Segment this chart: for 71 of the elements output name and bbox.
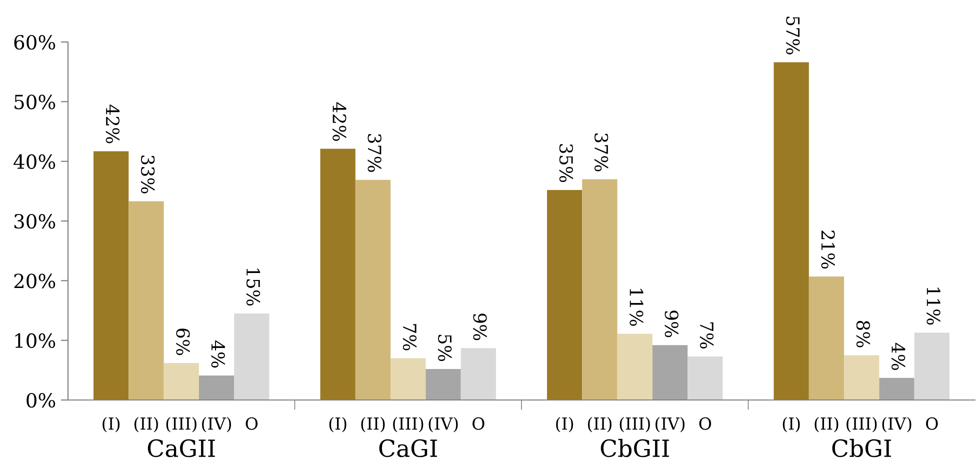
text: (II) [814, 416, 838, 432]
text: (IV) [882, 416, 912, 432]
text: (III) [393, 416, 424, 432]
data-label: 9% [664, 310, 678, 338]
data-label: 42% [106, 104, 120, 144]
data-label: 37% [368, 134, 382, 172]
bar [617, 334, 652, 400]
y-tick-label: 10% [15, 333, 56, 348]
bar [652, 345, 688, 400]
data-label: 9% [473, 314, 487, 340]
data-label: 7% [402, 324, 417, 350]
text: (I) [329, 416, 346, 432]
y-tick-label: 50% [14, 94, 56, 110]
data-label: 5% [438, 334, 452, 362]
bar [426, 368, 461, 400]
data-label: 35% [559, 144, 573, 182]
data-label: 4% [211, 340, 225, 368]
bar [128, 201, 164, 400]
series-label: (III) [166, 416, 196, 432]
bar [198, 376, 234, 400]
bar [320, 148, 356, 400]
bar [844, 355, 880, 400]
text: O [699, 417, 712, 430]
text: (III) [846, 416, 877, 432]
x-tick-label: CbGI [832, 438, 892, 458]
x-tick-label: CaGI [379, 439, 437, 458]
y-tick-label: 60% [14, 34, 56, 50]
x-tick-label: CaGII [148, 439, 215, 458]
data-label: 21% [821, 230, 835, 269]
data-label: 15% [246, 268, 260, 306]
x-tick-label: CbGII [600, 438, 669, 458]
text: O [472, 417, 484, 430]
bar [390, 358, 426, 400]
y-tick-label: 40% [14, 154, 56, 169]
bar [234, 313, 270, 400]
data-label: 7% [700, 322, 714, 349]
bar [164, 363, 199, 400]
bar [355, 180, 391, 400]
bar [774, 62, 809, 400]
text: (IV) [428, 416, 458, 432]
text: O [926, 417, 938, 430]
data-label: 33% [140, 156, 155, 194]
bar [879, 378, 914, 400]
text: (I) [556, 416, 574, 432]
data-label: 57% [786, 16, 800, 54]
data-label: 37% [594, 134, 608, 172]
text: (I) [782, 416, 800, 432]
bar [808, 276, 844, 400]
text: (II) [588, 416, 612, 432]
data-label: 42% [332, 102, 346, 141]
series-label: (I) [102, 416, 120, 432]
data-label: 4% [892, 342, 906, 370]
text: (III) [620, 416, 650, 432]
data-label: 8% [856, 320, 870, 348]
series-label: (IV) [202, 416, 232, 432]
series-label: O [246, 417, 258, 430]
bar [914, 332, 950, 400]
y-tick-label: 30% [14, 214, 56, 229]
y-tick-label: 0% [26, 392, 56, 408]
data-label: 11% [630, 288, 644, 326]
bar [582, 179, 618, 400]
bar [547, 190, 582, 400]
data-label: 6% [176, 328, 190, 356]
bar [688, 356, 723, 400]
bar [94, 151, 129, 400]
series-label: (II) [134, 416, 158, 432]
text: (II) [361, 416, 385, 432]
data-label: 11% [926, 288, 940, 325]
y-tick-label: 20% [14, 274, 56, 288]
bar [460, 348, 496, 400]
text: (IV) [656, 416, 685, 432]
